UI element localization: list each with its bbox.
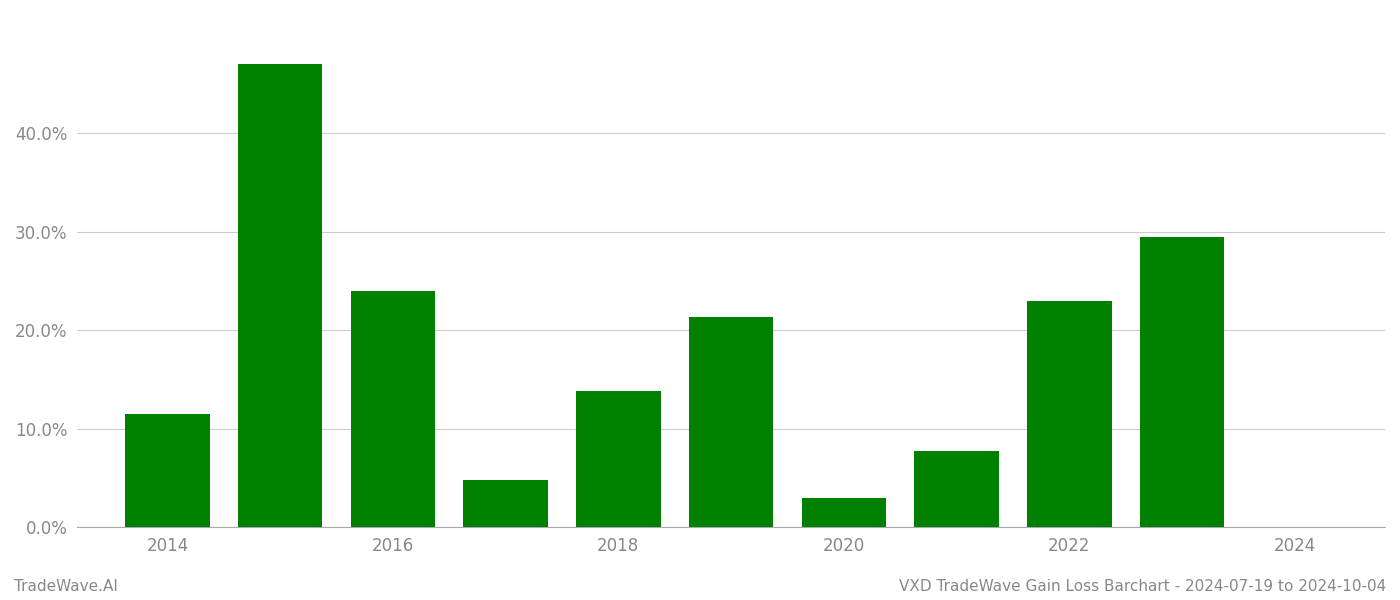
Text: TradeWave.AI: TradeWave.AI: [14, 579, 118, 594]
Bar: [350, 291, 435, 527]
Bar: [914, 451, 998, 527]
Bar: [125, 414, 210, 527]
Bar: [238, 64, 322, 527]
Bar: [463, 480, 547, 527]
Bar: [1140, 236, 1225, 527]
Bar: [575, 391, 661, 527]
Bar: [689, 317, 773, 527]
Bar: [1028, 301, 1112, 527]
Text: VXD TradeWave Gain Loss Barchart - 2024-07-19 to 2024-10-04: VXD TradeWave Gain Loss Barchart - 2024-…: [899, 579, 1386, 594]
Bar: [802, 498, 886, 527]
